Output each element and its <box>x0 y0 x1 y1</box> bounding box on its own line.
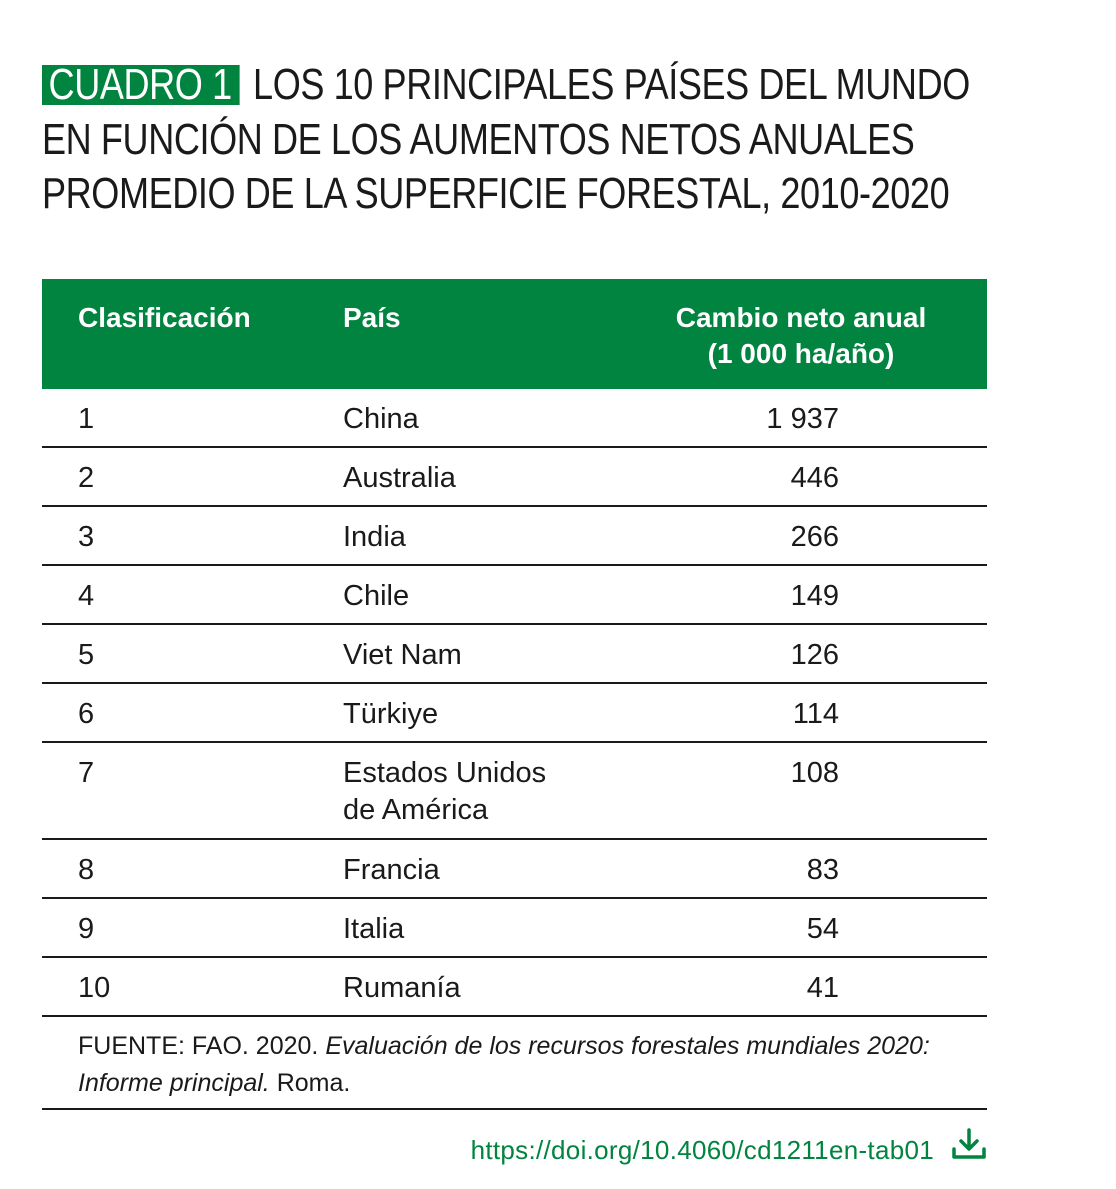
value-cell: 41 <box>806 972 839 1004</box>
country-cell: Estados Unidos de América <box>343 757 547 826</box>
value-cell: 108 <box>790 757 839 789</box>
rank-cell: 2 <box>78 462 95 494</box>
table-title-text: LOS 10 PRINCIPALES PAÍSES DEL MUNDO EN F… <box>42 60 970 218</box>
country-cell: Italia <box>343 913 405 945</box>
header-country: País <box>343 302 401 333</box>
table-row: 1 China 1 937 <box>42 389 987 448</box>
country-cell: China <box>343 403 419 435</box>
country-cell: Francia <box>343 854 440 886</box>
data-table: Clasificación País Cambio neto anual (1 … <box>42 279 987 1017</box>
rank-cell: 8 <box>78 854 95 886</box>
table-row: 8 Francia 83 <box>42 840 987 899</box>
table-row: 2 Australia 446 <box>42 448 987 507</box>
source-prefix: FUENTE: FAO. 2020. <box>78 1032 326 1060</box>
table-row: 7 Estados Unidos de América 108 <box>42 743 987 840</box>
table-body: 1 China 1 937 2 Australia 446 3 India 266 4 Chile 1… <box>42 389 987 1017</box>
table-header: Clasificación País Cambio neto anual (1 … <box>42 279 987 389</box>
header-value-line2: (1 000 ha/año) <box>707 338 895 369</box>
header-value-line1: Cambio neto anual <box>675 302 927 333</box>
table-title: CUADRO 1 LOS 10 PRINCIPALES PAÍSES DEL MU… <box>42 58 1002 222</box>
table-row: 3 India 266 <box>42 507 987 566</box>
table-row: 4 Chile 149 <box>42 566 987 625</box>
rank-cell: 6 <box>78 698 95 730</box>
rank-cell: 7 <box>78 757 95 789</box>
table-row: 9 Italia 54 <box>42 899 987 958</box>
country-cell: India <box>343 521 406 553</box>
header-value: Cambio neto anual (1 000 ha/año) <box>651 300 951 372</box>
country-cell: Chile <box>343 580 410 612</box>
value-cell: 114 <box>792 698 839 730</box>
country-cell: Viet Nam <box>343 639 462 671</box>
rank-cell: 5 <box>78 639 95 671</box>
source-title: Evaluación de los recursos forestales mu… <box>78 1032 930 1097</box>
value-cell: 126 <box>790 639 839 671</box>
country-cell: Türkiye <box>343 698 439 730</box>
value-cell: 54 <box>806 913 839 945</box>
rank-cell: 3 <box>78 521 95 553</box>
download-icon[interactable] <box>950 1126 988 1164</box>
value-cell: 83 <box>806 854 839 886</box>
value-cell: 1 937 <box>766 403 839 435</box>
rank-cell: 10 <box>78 972 111 1004</box>
country-cell: Rumanía <box>343 972 461 1004</box>
source-suffix: Roma. <box>269 1069 351 1097</box>
value-cell: 149 <box>790 580 839 612</box>
rank-cell: 4 <box>78 580 95 612</box>
doi-link[interactable]: https://doi.org/10.4060/cd1211en-tab01 <box>470 1135 934 1165</box>
table-number-badge: CUADRO 1 <box>42 63 240 107</box>
source-note: FUENTE: FAO. 2020. Evaluación de los rec… <box>42 1016 987 1110</box>
table-row: 5 Viet Nam 126 <box>42 625 987 684</box>
value-cell: 446 <box>790 462 839 494</box>
rank-cell: 9 <box>78 913 95 945</box>
value-cell: 266 <box>790 521 839 553</box>
country-cell: Australia <box>343 462 456 494</box>
rank-cell: 1 <box>78 403 95 435</box>
header-rank: Clasificación <box>78 302 251 333</box>
table-row: 6 Türkiye 114 <box>42 684 987 743</box>
table-row: 10 Rumanía 41 <box>42 958 987 1017</box>
